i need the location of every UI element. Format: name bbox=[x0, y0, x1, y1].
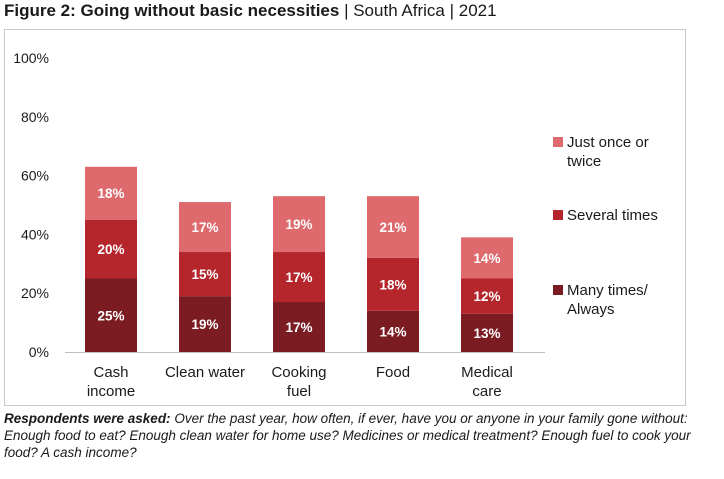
data-label: 17% bbox=[191, 220, 218, 235]
bar-segment bbox=[273, 302, 325, 352]
legend-label: Always bbox=[567, 301, 615, 318]
x-category-label: fuel bbox=[287, 383, 311, 400]
x-category-label: income bbox=[87, 383, 135, 400]
legend-label: Just once or bbox=[567, 134, 649, 151]
bar-segment bbox=[367, 196, 419, 258]
y-tick-label: 100% bbox=[13, 50, 49, 66]
legend-swatch bbox=[553, 137, 563, 147]
data-label: 13% bbox=[473, 326, 500, 341]
y-tick-label: 40% bbox=[21, 226, 49, 242]
data-label: 14% bbox=[379, 324, 406, 339]
title-separator: | bbox=[339, 1, 354, 20]
bar-segment bbox=[85, 278, 137, 352]
bar-segment bbox=[179, 252, 231, 297]
bar-segment bbox=[461, 313, 513, 352]
legend-swatch bbox=[553, 210, 563, 220]
figure-title-year: 2021 bbox=[458, 1, 497, 20]
x-category-label: Medical bbox=[461, 364, 513, 381]
bar-segment bbox=[179, 296, 231, 352]
data-label: 21% bbox=[379, 220, 406, 235]
bar-segment bbox=[367, 257, 419, 311]
data-label: 19% bbox=[191, 317, 218, 332]
data-label: 18% bbox=[97, 186, 124, 201]
bar-segment bbox=[273, 196, 325, 253]
y-tick-label: 80% bbox=[21, 109, 49, 125]
legend-swatch bbox=[553, 285, 563, 295]
bar-segment bbox=[273, 252, 325, 303]
x-category-label: Cash bbox=[93, 364, 128, 381]
chart-frame: 0% 20% 40% 60% 80% 100% 25% 20% 18% Cash income 19%… bbox=[4, 29, 686, 406]
stacked-bar-chart: 0% 20% 40% 60% 80% 100% 25% 20% 18% Cash income 19%… bbox=[13, 50, 658, 400]
figure-title-main: Figure 2: Going without basic necessitie… bbox=[4, 1, 340, 20]
bar-segment bbox=[367, 310, 419, 352]
footnote-text: Over the past year, how often, if ever, … bbox=[4, 411, 691, 460]
data-label: 17% bbox=[285, 270, 312, 285]
data-label: 20% bbox=[97, 242, 124, 257]
x-category-label: care bbox=[472, 383, 501, 400]
bar-segment bbox=[461, 278, 513, 314]
y-tick-label: 0% bbox=[29, 344, 49, 360]
data-label: 18% bbox=[379, 277, 406, 292]
data-label: 25% bbox=[97, 308, 124, 323]
legend-label: Several times bbox=[567, 207, 658, 224]
data-label: 19% bbox=[285, 217, 312, 232]
y-tick-label: 60% bbox=[21, 168, 49, 184]
data-label: 15% bbox=[191, 267, 218, 282]
legend-label: twice bbox=[567, 153, 601, 170]
data-label: 12% bbox=[473, 289, 500, 304]
data-label: 17% bbox=[285, 320, 312, 335]
figure-title: Figure 2: Going without basic necessitie… bbox=[4, 1, 497, 21]
x-category-label: Cooking bbox=[271, 364, 326, 381]
bar-segment bbox=[85, 166, 137, 220]
y-tick-label: 20% bbox=[21, 285, 49, 301]
footnote-lead: Respondents were asked: bbox=[4, 411, 171, 426]
bar-segment bbox=[461, 237, 513, 279]
legend-label: Many times/ bbox=[567, 282, 649, 299]
figure-title-country: South Africa bbox=[353, 1, 445, 20]
data-label: 14% bbox=[473, 251, 500, 266]
title-separator: | bbox=[444, 1, 459, 20]
bar-segment bbox=[179, 202, 231, 253]
footnote: Respondents were asked: Over the past ye… bbox=[4, 410, 720, 461]
bar-segment bbox=[85, 219, 137, 279]
x-category-label: Food bbox=[376, 364, 410, 381]
x-category-label: Clean water bbox=[165, 364, 245, 381]
